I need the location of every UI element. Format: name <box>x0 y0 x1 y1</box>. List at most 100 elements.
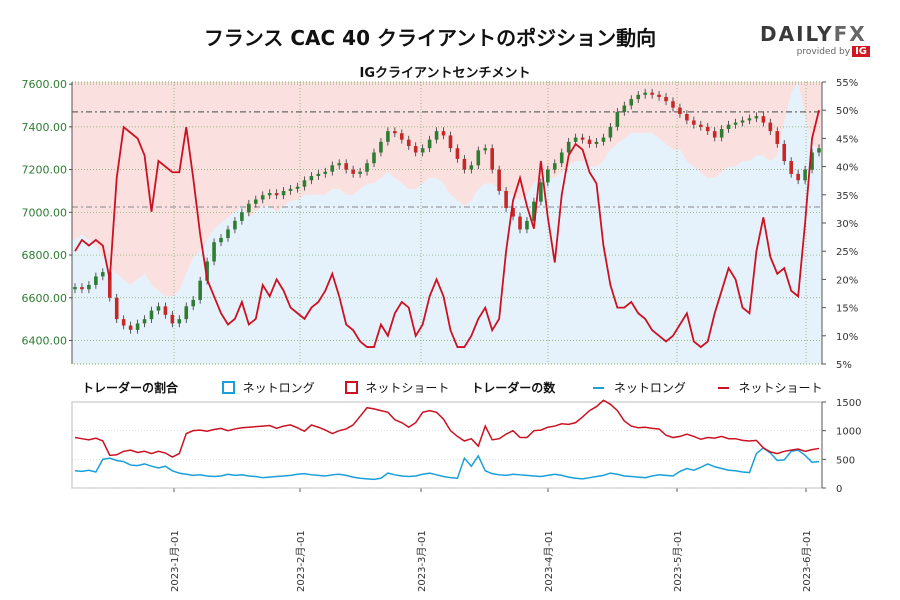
candle-body <box>740 120 745 123</box>
candle-body <box>532 201 536 221</box>
dailyfx-logo: DAILYFX provided by IG <box>760 22 870 57</box>
candle-body <box>671 101 675 108</box>
legend-short-count-label: ネットショート <box>738 381 823 395</box>
price-axis-tick-label: 7000.00 <box>22 206 68 219</box>
candle-body <box>205 261 209 281</box>
candle-body <box>712 131 717 138</box>
bottom-plot-frame <box>71 401 823 489</box>
logo-provided-by: provided by IG <box>760 46 870 57</box>
candle-body <box>608 126 613 138</box>
candle-body <box>233 220 237 230</box>
legend-long-ratio-label: ネットロング <box>242 381 315 395</box>
candle-body <box>149 310 154 320</box>
candle-body <box>511 208 515 217</box>
percent-axis-tick-label: 15% <box>836 304 858 315</box>
candle-body <box>455 148 460 159</box>
candle-body <box>114 297 119 320</box>
candle-body <box>754 116 759 119</box>
candle-body <box>518 216 522 230</box>
net-short-count-line <box>74 399 820 458</box>
percent-axis-tick-label: 25% <box>836 247 858 258</box>
candle-body <box>281 190 286 196</box>
count-axis-tick-label: 1500 <box>836 398 861 409</box>
candle-body <box>761 116 766 123</box>
long-sentiment-area <box>72 82 822 364</box>
candle-body <box>330 165 335 172</box>
candle-body <box>94 276 98 285</box>
candle-body <box>692 120 696 125</box>
legend-ratio-heading: トレーダーの割合 <box>82 381 179 395</box>
candle-body <box>365 163 369 172</box>
candle-body <box>539 182 543 202</box>
percent-axis-tick-label: 50% <box>836 106 858 117</box>
candle-body <box>559 152 564 164</box>
candle-body <box>288 188 293 191</box>
candle-body <box>163 306 168 315</box>
candle-body <box>469 165 474 170</box>
candle-body <box>448 135 453 149</box>
candle-body <box>580 137 585 140</box>
logo-provided-text: provided by <box>796 47 851 57</box>
candle-body <box>212 242 216 262</box>
candle-body <box>191 299 196 307</box>
candle-body <box>768 122 773 132</box>
candle-body <box>386 131 390 142</box>
candle-body <box>587 139 592 144</box>
candle-body <box>135 323 140 330</box>
candle-body <box>594 141 599 144</box>
candle-body <box>128 325 133 330</box>
candle-body <box>267 193 272 196</box>
candle-body <box>274 193 279 196</box>
candle-body <box>198 280 202 300</box>
percent-axis-tick-label: 55% <box>836 78 858 89</box>
candle-body <box>427 139 432 149</box>
candle-body <box>650 92 654 95</box>
candle-body <box>476 150 481 166</box>
candle-body <box>615 111 620 127</box>
candle-body <box>601 137 606 142</box>
candle-body <box>566 141 571 153</box>
candle-body <box>664 96 668 102</box>
date-axis-tick-label: 2023-3月-01 <box>416 530 428 592</box>
legend-short-square-icon <box>344 381 358 394</box>
candle-body <box>747 118 752 121</box>
candle-body <box>441 131 446 136</box>
percent-axis-tick-label: 30% <box>836 219 858 230</box>
net-long-count-line <box>74 446 820 481</box>
count-axis-tick-label: 500 <box>836 455 855 466</box>
candle-body <box>643 92 647 95</box>
date-axis-tick-label: 2023-2月-01 <box>295 530 307 592</box>
candle-body <box>789 161 793 174</box>
candle-body <box>497 169 501 191</box>
candle-body <box>483 148 488 151</box>
candle-body <box>87 284 91 290</box>
candle-body <box>309 176 314 181</box>
candle-body <box>546 169 550 183</box>
price-axis-tick-label: 6800.00 <box>22 249 68 262</box>
candle-body <box>344 163 348 170</box>
price-axis-tick-label: 7600.00 <box>22 78 68 91</box>
candle-body <box>302 180 307 187</box>
candle-body <box>358 171 362 174</box>
percent-axis-tick-label: 5% <box>836 360 852 371</box>
legend-long-square-icon <box>221 381 235 394</box>
legend-short-line-icon <box>717 386 729 389</box>
candle-body <box>406 139 411 147</box>
date-axis-tick-label: 2023-4月-01 <box>543 530 555 592</box>
candle-body <box>379 141 383 153</box>
candle-body <box>698 124 703 127</box>
percent-axis-tick-label: 20% <box>836 275 858 286</box>
price-axis-tick-label: 6600.00 <box>22 292 68 305</box>
candle-body <box>73 287 77 290</box>
percent-axis-tick-label: 10% <box>836 332 858 343</box>
legend-short-ratio-label: ネットショート <box>365 381 450 395</box>
candle-body <box>253 199 258 204</box>
chart-title: フランス CAC 40 クライアントのポジション動向 <box>203 26 657 50</box>
date-axis-tick-label: 2023-6月-01 <box>801 530 813 592</box>
candle-body <box>226 229 230 238</box>
candle-body <box>719 129 724 138</box>
candle-body <box>525 220 529 230</box>
candle-body <box>101 272 105 277</box>
